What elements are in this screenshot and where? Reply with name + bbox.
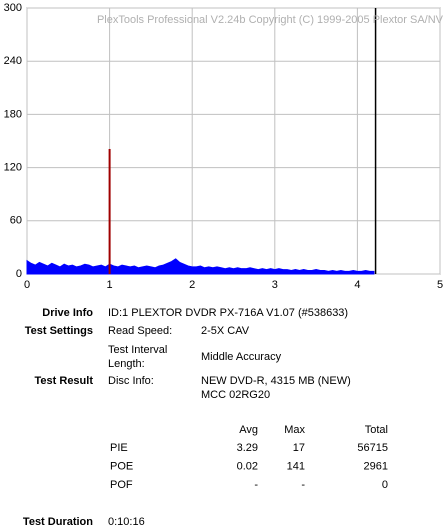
plot-area: [26, 7, 441, 275]
grid: [26, 7, 441, 275]
cell: 56715: [357, 442, 388, 454]
y-tick-label: 180: [4, 108, 22, 120]
stats-table: Avg Max Total PIE 3.29 17 56715 POE 0.02 141 2961 P…: [110, 424, 388, 491]
cell: -: [301, 479, 305, 491]
cell: 0.02: [237, 460, 258, 472]
x-tick-label: 2: [189, 279, 195, 291]
column-header: Avg: [239, 424, 258, 436]
watermark: PlexTools Professional V2.24b Copyright …: [97, 14, 444, 26]
label: Test Duration: [23, 516, 93, 528]
value: NEW DVD-R, 4315 MB (NEW): [201, 375, 351, 387]
key: Length:: [108, 358, 145, 370]
key: Test Interval: [108, 344, 167, 356]
row-label: POE: [110, 460, 133, 472]
cell: 2961: [364, 460, 388, 472]
value: Middle Accuracy: [201, 351, 282, 363]
key: Read Speed:: [108, 325, 172, 337]
x-tick-label: 5: [437, 279, 443, 291]
key: Disc Info:: [108, 375, 154, 387]
cell: 17: [293, 442, 305, 454]
value: MCC 02RG20: [201, 389, 270, 401]
column-header: Max: [284, 424, 305, 436]
cell: -: [254, 479, 258, 491]
x-tick-label: 3: [272, 279, 278, 291]
value: 0:10:16: [108, 516, 145, 528]
label: Test Result: [35, 375, 94, 387]
y-tick-label: 120: [4, 162, 22, 174]
row-label: POF: [110, 479, 133, 491]
x-tick-label: 4: [354, 279, 360, 291]
cell: 0: [382, 479, 388, 491]
value: 2-5X CAV: [201, 325, 250, 337]
label: Test Settings: [25, 325, 93, 337]
x-tick-label: 0: [24, 279, 30, 291]
cell: 141: [287, 460, 305, 472]
axis-labels: 0 60 120 180 240 300 0 1 2 3 4 5: [4, 2, 443, 291]
y-tick-label: 240: [4, 55, 22, 67]
marks: [26, 8, 377, 275]
y-tick-label: 300: [4, 2, 22, 14]
area: [26, 258, 375, 275]
column-header: Total: [365, 424, 388, 436]
value: ID:1 PLEXTOR DVDR PX-716A V1.07 (#538633…: [108, 307, 348, 319]
label: Drive Info: [42, 307, 93, 319]
y-tick-label: 60: [10, 215, 22, 227]
row-label: PIE: [110, 442, 128, 454]
x-tick-label: 1: [107, 279, 113, 291]
y-tick-label: 0: [16, 268, 22, 280]
cell: 3.29: [237, 442, 258, 454]
